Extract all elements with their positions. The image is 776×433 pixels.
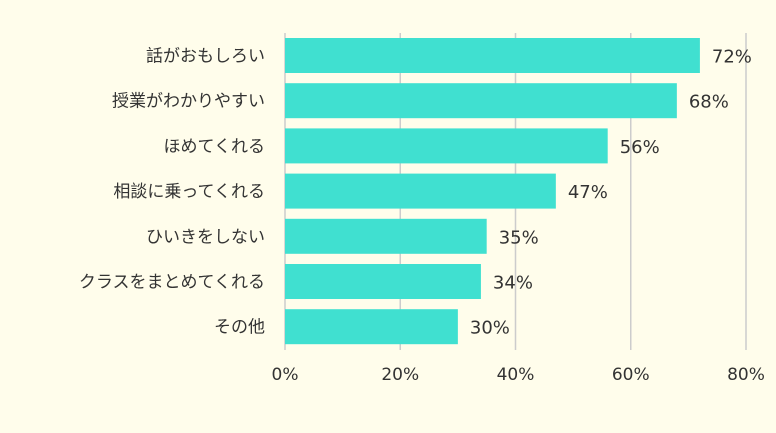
bars [285,38,700,345]
bar [285,173,556,209]
bar [285,309,458,345]
category-label: ほめてくれる [164,137,266,157]
value-labels: 72% 68% 56% 47% 35% 34% 30% [470,47,752,339]
x-tick-label: 60% [612,365,650,385]
value-label: 34% [493,273,533,294]
bar [285,264,481,299]
category-label: 話がおもしろい [146,47,265,67]
value-label: 68% [689,92,729,113]
bar [285,83,677,119]
category-label: その他 [214,318,265,338]
category-label: 授業がわかりやすい [112,92,265,112]
category-labels: 話がおもしろい授業がわかりやすいほめてくれる相談に乗ってくれるひいきをしないクラ… [79,47,265,338]
category-label: クラスをまとめてくれる [79,273,265,293]
x-tick-label: 0% [272,365,299,385]
bar [285,38,700,73]
value-label: 47% [568,182,608,203]
x-tick-label: 40% [497,365,535,385]
category-label: ひいきをしない [146,227,265,247]
value-label: 72% [712,47,752,68]
value-label: 35% [499,227,539,248]
x-tick-label: 80% [727,365,765,385]
x-tick-labels: 0% 20% 40% 60% 80% [272,365,765,385]
category-label: 相談に乗ってくれる [113,182,265,202]
value-label: 56% [620,137,660,158]
value-label: 30% [470,318,510,339]
x-tick-label: 20% [381,365,419,385]
bar [285,128,608,164]
bar [285,218,487,254]
